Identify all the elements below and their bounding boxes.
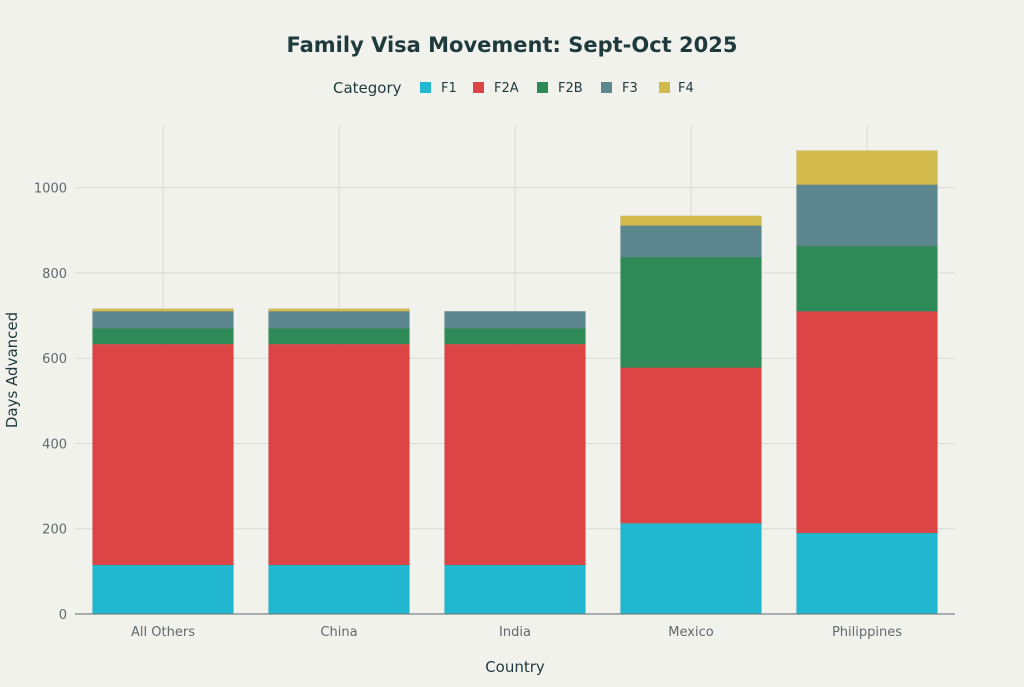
axes: 0 200 400 600 800 1000 All Others China India Mex…: [34, 182, 955, 640]
bar-f3-all-others: [92, 311, 234, 329]
x-tick-label: Mexico: [668, 625, 713, 640]
chart-title: Family Visa Movement: Sept-Oct 2025: [287, 33, 738, 57]
bar-f1-mexico: [620, 522, 762, 615]
y-tick-label: 600: [42, 352, 67, 367]
legend-label-f2b: F2B: [558, 81, 583, 96]
legend-swatch-f2a: [473, 82, 484, 93]
bars: [92, 150, 938, 615]
legend-label-f1: F1: [441, 81, 457, 96]
bar-f2a-philippines: [796, 311, 938, 534]
bar-f1-philippines: [796, 532, 938, 615]
y-tick-label: 800: [42, 267, 67, 282]
bar-f3-india: [444, 311, 586, 329]
x-axis-label: Country: [485, 658, 545, 676]
x-tick-label: All Others: [131, 625, 195, 640]
bar-f3-mexico: [620, 225, 762, 258]
bar-f2a-china: [268, 343, 410, 566]
x-tick-label: India: [499, 625, 531, 640]
bar-f4-philippines: [796, 150, 938, 185]
bar-f4-china: [268, 308, 410, 312]
legend-label-f4: F4: [678, 81, 694, 96]
bar-f2a-all-others: [92, 343, 234, 566]
y-tick-label: 400: [42, 437, 67, 452]
bar-f4-mexico: [620, 215, 762, 226]
bar-f2b-all-others: [92, 328, 234, 345]
bar-f1-all-others: [92, 564, 234, 615]
legend-label-f2a: F2A: [494, 81, 519, 96]
legend-swatch-f4: [659, 82, 670, 93]
bar-f2b-mexico: [620, 256, 762, 368]
legend-title: Category: [333, 79, 402, 97]
x-tick-label: China: [320, 625, 357, 640]
bar-f2b-china: [268, 328, 410, 345]
bar-f3-china: [268, 311, 410, 329]
y-axis-label: Days Advanced: [3, 312, 21, 428]
y-tick-label: 200: [42, 523, 67, 538]
legend-swatch-f3: [601, 82, 612, 93]
bar-f2a-mexico: [620, 367, 762, 524]
x-tick-label: Philippines: [832, 625, 902, 640]
y-tick-label: 1000: [34, 182, 67, 197]
legend-swatch-f2b: [537, 82, 548, 93]
bar-f1-china: [268, 564, 410, 615]
bar-f1-india: [444, 564, 586, 615]
y-tick-label: 0: [59, 608, 67, 623]
bar-f3-philippines: [796, 184, 938, 247]
bar-f2b-philippines: [796, 245, 938, 312]
bar-f2b-india: [444, 328, 586, 345]
legend-swatch-f1: [420, 82, 431, 93]
legend-label-f3: F3: [622, 81, 638, 96]
legend: Category F1 F2A F2B F3 F4: [333, 79, 694, 97]
bar-f2a-india: [444, 343, 586, 566]
bar-f4-all-others: [92, 308, 234, 312]
